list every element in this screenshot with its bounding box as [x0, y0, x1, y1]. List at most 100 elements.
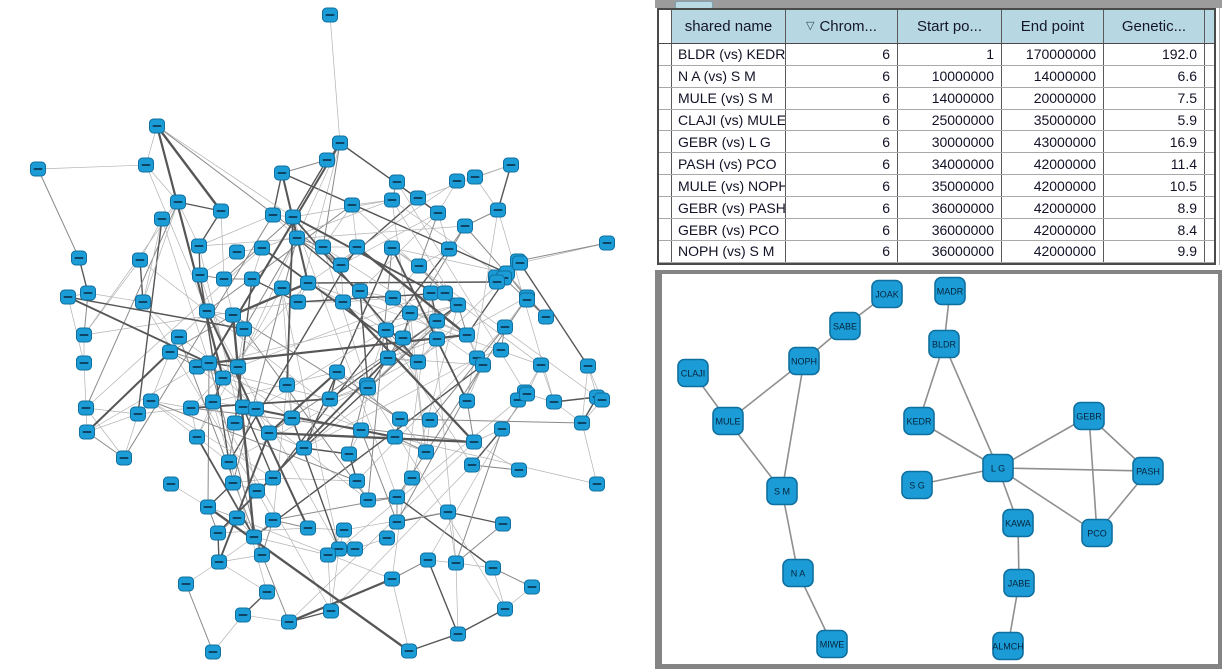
- table-row[interactable]: CLAJI (vs) MULE 6 25000000 35000000 5.9: [659, 109, 1214, 132]
- table-cell[interactable]: 14000000: [898, 87, 1002, 109]
- network-edge[interactable]: [237, 292, 432, 368]
- network-node[interactable]: [235, 607, 251, 623]
- table-cell[interactable]: 10.5: [1104, 175, 1205, 197]
- table-row[interactable]: GEBR (vs) PCO 6 36000000 42000000 8.4: [659, 219, 1214, 242]
- network-node[interactable]: [349, 239, 365, 255]
- network-node[interactable]: [449, 173, 465, 189]
- network-node[interactable]: [201, 355, 217, 371]
- network-edge[interactable]: [156, 125, 342, 266]
- table-row[interactable]: N A (vs) S M 6 10000000 14000000 6.6: [659, 65, 1214, 88]
- network-node[interactable]: [379, 530, 395, 546]
- network-node[interactable]: [265, 207, 281, 223]
- network-edge[interactable]: [253, 364, 484, 538]
- table-row[interactable]: PASH (vs) PCO 6 34000000 42000000 11.4: [659, 153, 1214, 176]
- network-node[interactable]: [519, 292, 535, 308]
- network-edge[interactable]: [232, 314, 401, 420]
- network-node[interactable]: [519, 386, 535, 402]
- network-node[interactable]: [60, 289, 76, 305]
- network-node[interactable]: [71, 250, 87, 266]
- column-header-shared-name[interactable]: shared name: [672, 10, 786, 43]
- node-shape[interactable]: [982, 453, 1014, 483]
- network-node[interactable]: [249, 483, 265, 499]
- network-node[interactable]: [319, 152, 335, 168]
- network-edge[interactable]: [86, 351, 171, 433]
- network-edge[interactable]: [137, 218, 163, 415]
- network-edge[interactable]: [150, 400, 274, 479]
- network-node[interactable]: [229, 244, 245, 260]
- network-edge[interactable]: [178, 336, 293, 419]
- table-row[interactable]: MULE (vs) NOPH 6 35000000 42000000 10.5: [659, 175, 1214, 198]
- network-node[interactable]: [80, 285, 96, 301]
- network-node[interactable]: [274, 165, 290, 181]
- network-edge[interactable]: [417, 277, 505, 363]
- network-node[interactable]: [384, 571, 400, 587]
- network-node[interactable]: [574, 415, 590, 431]
- table-row[interactable]: BLDR (vs) KEDR 6 1 170000000 192.0: [659, 43, 1214, 66]
- network-edge[interactable]: [242, 405, 396, 439]
- network-edge[interactable]: [455, 428, 503, 564]
- network-edge[interactable]: [329, 14, 341, 144]
- network-edge[interactable]: [455, 523, 504, 564]
- network-edge[interactable]: [455, 562, 459, 635]
- table-cell[interactable]: 192.0: [1104, 43, 1205, 65]
- network-node[interactable]: [213, 203, 229, 219]
- network-node[interactable]: [320, 547, 336, 563]
- network-node[interactable]: [149, 118, 165, 134]
- network-node-SM[interactable]: S M: [766, 476, 798, 506]
- node-shape[interactable]: [788, 346, 820, 376]
- table-row[interactable]: NOPH (vs) S M 6 36000000 42000000 9.9: [659, 241, 1214, 263]
- node-shape[interactable]: [1002, 508, 1034, 538]
- table-cell[interactable]: 6: [786, 241, 898, 262]
- network-node[interactable]: [130, 406, 146, 422]
- network-edge[interactable]: [342, 301, 475, 443]
- network-edge[interactable]: [145, 164, 208, 312]
- network-node[interactable]: [236, 321, 252, 337]
- table-cell[interactable]: 25000000: [898, 109, 1002, 131]
- table-cell[interactable]: 170000000: [1002, 43, 1104, 65]
- network-edge[interactable]: [85, 407, 139, 415]
- network-edge[interactable]: [281, 287, 340, 550]
- network-node[interactable]: [205, 644, 221, 660]
- network-edge[interactable]: [87, 292, 144, 303]
- network-node[interactable]: [300, 520, 316, 536]
- network-node[interactable]: [332, 135, 348, 151]
- network-edge[interactable]: [396, 496, 494, 569]
- table-cell[interactable]: GEBR (vs) L G: [672, 131, 786, 153]
- network-node[interactable]: [497, 319, 513, 335]
- network-node[interactable]: [221, 454, 237, 470]
- network-edge[interactable]: [218, 432, 270, 563]
- network-edge[interactable]: [429, 326, 506, 421]
- node-shape[interactable]: [1081, 518, 1113, 548]
- table-cell[interactable]: 6: [786, 87, 898, 109]
- network-node[interactable]: [353, 422, 369, 438]
- network-node[interactable]: [322, 7, 338, 23]
- network-node[interactable]: [191, 238, 207, 254]
- network-edge[interactable]: [268, 371, 338, 434]
- network-node[interactable]: [230, 359, 246, 375]
- network-node[interactable]: [387, 429, 403, 445]
- table-cell[interactable]: 6: [786, 43, 898, 65]
- network-edge[interactable]: [185, 583, 214, 653]
- network-edge[interactable]: [218, 561, 268, 593]
- network-edge[interactable]: [391, 247, 598, 398]
- network-node[interactable]: [344, 197, 360, 213]
- network-edge[interactable]: [342, 297, 394, 303]
- network-edge[interactable]: [83, 301, 299, 336]
- network-edge[interactable]: [288, 577, 393, 624]
- network-node[interactable]: [347, 541, 363, 557]
- network-edge[interactable]: [190, 282, 309, 409]
- network-node[interactable]: [493, 342, 509, 358]
- network-edge[interactable]: [367, 387, 506, 610]
- network-node[interactable]: [580, 358, 596, 374]
- table-cell[interactable]: 20000000: [1002, 87, 1104, 109]
- column-header-start-po-[interactable]: Start po...: [898, 10, 1002, 43]
- network-node[interactable]: [261, 425, 277, 441]
- network-node[interactable]: [199, 303, 215, 319]
- network-node[interactable]: [254, 240, 270, 256]
- network-edge-NOPH-SM[interactable]: [781, 360, 805, 492]
- network-edge[interactable]: [142, 301, 258, 492]
- network-edge[interactable]: [150, 351, 171, 402]
- network-edge[interactable]: [83, 259, 141, 336]
- node-shape[interactable]: [766, 476, 798, 506]
- network-edge[interactable]: [272, 496, 398, 521]
